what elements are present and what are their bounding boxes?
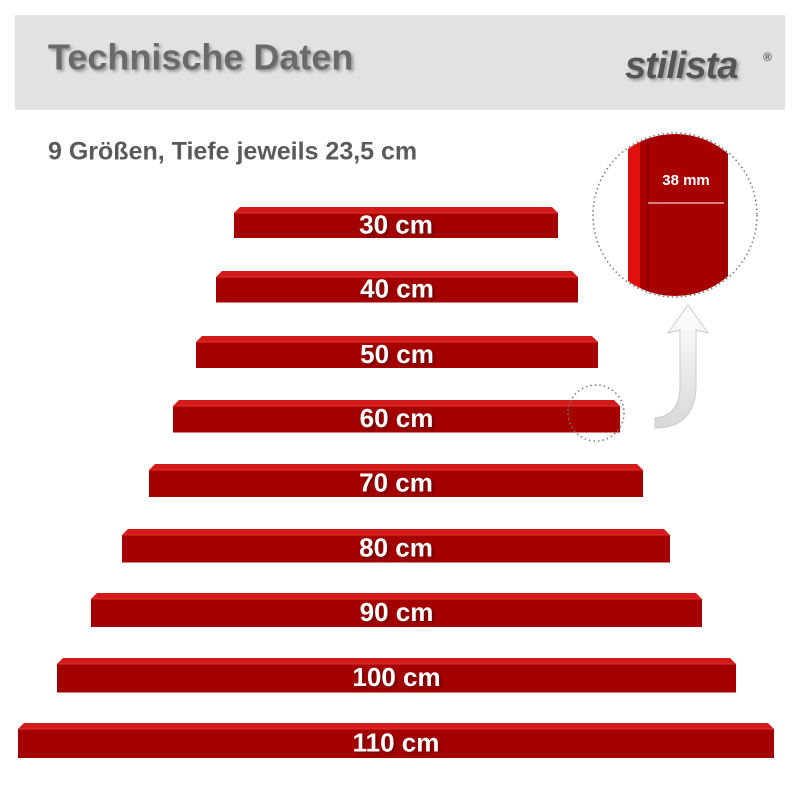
detail-shelf [628, 134, 728, 296]
shelf-front [57, 664, 736, 693]
shelf-top [122, 529, 670, 535]
shelf-front [122, 535, 670, 563]
shelf-label: 60 cm [360, 403, 434, 433]
shelf-top [18, 723, 774, 729]
shelf-front [149, 470, 643, 497]
shelf-top [173, 400, 620, 406]
detail-view [628, 134, 728, 296]
shelf-label: 50 cm [360, 339, 434, 369]
logo-mark: ® [763, 50, 772, 64]
shelf-label: 110 cm [353, 727, 440, 757]
shelf-top [216, 271, 578, 277]
shelf-label: 40 cm [360, 274, 434, 304]
shelf-label: 100 cm [352, 662, 440, 692]
detail-edge [628, 134, 640, 296]
detail-label: 38 mm [662, 172, 710, 189]
shelf-label: 70 cm [359, 467, 433, 497]
shelf-front [234, 213, 558, 238]
shelf-label: 80 cm [359, 533, 433, 563]
shelf-label: 30 cm [359, 209, 433, 239]
header-band [15, 15, 785, 110]
shelf-top [149, 464, 643, 470]
shelf-label: 90 cm [360, 597, 434, 627]
shelf-top [91, 593, 702, 599]
shelf-top [234, 207, 558, 213]
shelf-front [173, 406, 620, 433]
header-title: Technische Daten [48, 37, 353, 78]
detail-circle [592, 132, 758, 298]
shelf-front [216, 277, 578, 303]
subtitle: 9 Größen, Tiefe jeweils 23,5 cm [48, 138, 417, 166]
shelf-top [57, 658, 736, 664]
shelves: 30 cm 40 cm 50 cm 60 cm 70 cm 80 cm 90 cm 100 c… [18, 207, 774, 758]
shelf-front [91, 599, 702, 627]
logo: stilista [625, 45, 738, 87]
zoom-circle [567, 384, 625, 442]
shelf-top [196, 336, 598, 342]
shelf-front [18, 729, 774, 758]
shelf-front [196, 342, 598, 368]
arrow [654, 304, 710, 429]
